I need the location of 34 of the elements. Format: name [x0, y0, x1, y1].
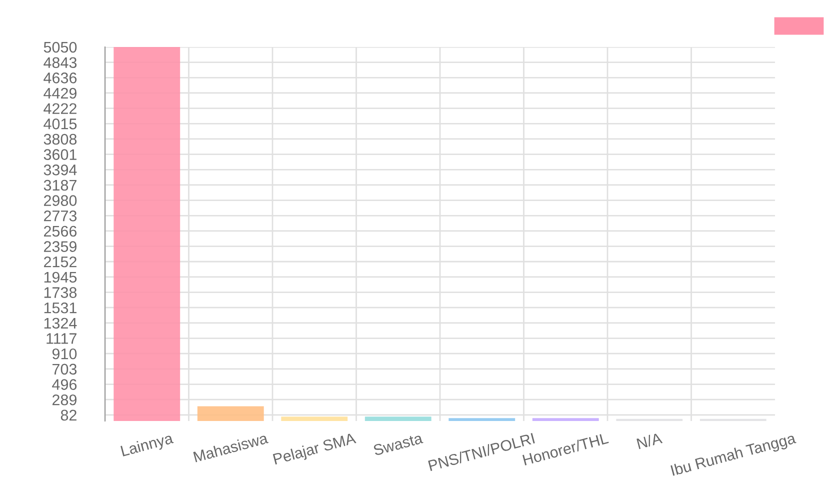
- y-tick-label: 2773: [44, 210, 77, 222]
- bar: [197, 406, 264, 421]
- bar: [114, 47, 180, 421]
- y-tick-label: 703: [52, 364, 77, 375]
- y-tick-label: 2566: [44, 226, 77, 237]
- x-tick-label: N/A: [636, 432, 663, 450]
- y-tick-label: 496: [52, 379, 77, 390]
- y-tick-label: 910: [52, 348, 77, 360]
- x-tick-label: Pelajar SMA: [272, 432, 358, 468]
- y-tick-label: 82: [60, 410, 76, 421]
- y-tick-label: 2359: [44, 241, 76, 252]
- y-tick-label: 3601: [44, 149, 76, 160]
- y-tick-label: 4015: [44, 118, 77, 130]
- y-tick-label: 2152: [44, 256, 76, 268]
- y-tick-label: 1738: [44, 287, 77, 298]
- x-tick-label: Swasta: [372, 432, 424, 456]
- y-tick-label: 1945: [44, 272, 77, 283]
- y-tick-label: 2980: [44, 195, 77, 206]
- bar: [281, 416, 348, 421]
- y-tick-label: 3808: [44, 134, 77, 145]
- y-tick-label: 3394: [44, 164, 77, 176]
- y-tick-label: 4636: [44, 72, 77, 84]
- bar: [364, 416, 432, 421]
- y-tick-label: 289: [52, 394, 76, 406]
- x-tick-label: Ibu Rumah Tangga: [670, 432, 798, 479]
- y-tick-label: 4222: [44, 103, 76, 114]
- y-tick-label: 4429: [44, 88, 76, 99]
- y-tick-label: 1324: [44, 318, 77, 329]
- y-tick-label: 1531: [44, 302, 76, 314]
- y-tick-label: 5050: [44, 42, 77, 53]
- y-tick-label: 4843: [44, 57, 77, 68]
- y-tick-label: 1117: [46, 333, 76, 344]
- x-tick-label: Lainnya: [120, 432, 175, 460]
- y-tick-label: 3187: [44, 180, 76, 191]
